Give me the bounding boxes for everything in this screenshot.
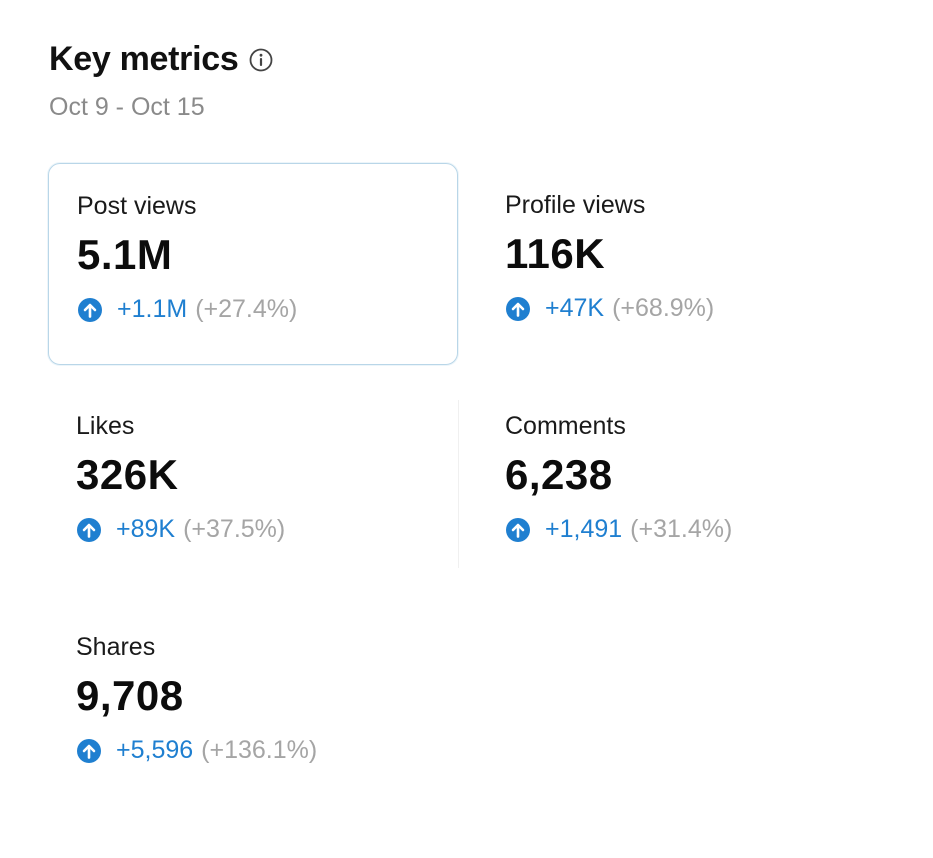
metric-card-comments[interactable]: Comments 6,238 +1,491 (+31.4%) (477, 384, 887, 586)
metric-delta: +47K (+68.9%) (505, 294, 887, 323)
metric-label: Likes (76, 412, 135, 440)
arrow-up-circle-icon (76, 738, 102, 764)
metric-delta-absolute: +47K (545, 294, 605, 322)
arrow-up-circle-icon (505, 296, 531, 322)
metric-card-profile-views[interactable]: Profile views 116K +47K (+68.9%) (477, 163, 887, 365)
metric-delta: +1.1M (+27.4%) (77, 295, 457, 324)
metric-delta-absolute: +5,596 (116, 736, 194, 764)
metric-label: Comments (505, 412, 626, 440)
metric-card-likes[interactable]: Likes 326K +89K (+37.5%) (48, 384, 458, 586)
metric-card-shares[interactable]: Shares 9,708 +5,596 (+136.1%) (48, 605, 458, 807)
title-row: Key metrics (49, 40, 274, 79)
metric-delta-percent: (+31.4%) (630, 515, 733, 543)
metric-delta: +1,491 (+31.4%) (505, 515, 887, 544)
metric-value: 9,708 (76, 672, 184, 719)
metric-delta-percent: (+136.1%) (201, 736, 318, 764)
metric-delta-absolute: +89K (116, 515, 176, 543)
metric-delta-absolute: +1.1M (117, 295, 188, 323)
key-metrics-header: Key metrics Oct 9 - Oct 15 (49, 40, 274, 122)
metric-value: 6,238 (505, 451, 613, 498)
metric-value: 116K (505, 230, 606, 277)
arrow-up-circle-icon (76, 517, 102, 543)
metric-card-post-views[interactable]: Post views 5.1M +1.1M (+27.4%) (48, 163, 458, 365)
metric-label: Profile views (505, 191, 646, 219)
date-range: Oct 9 - Oct 15 (49, 93, 205, 121)
metric-delta: +89K (+37.5%) (76, 515, 458, 544)
metric-label: Post views (77, 192, 197, 220)
metric-delta-percent: (+37.5%) (183, 515, 286, 543)
page-title: Key metrics (49, 40, 239, 78)
metric-value: 326K (76, 451, 179, 498)
arrow-up-circle-icon (77, 297, 103, 323)
metric-delta-percent: (+68.9%) (612, 294, 715, 322)
column-divider (458, 400, 459, 568)
metric-label: Shares (76, 633, 156, 661)
metric-delta-absolute: +1,491 (545, 515, 623, 543)
metric-delta-percent: (+27.4%) (195, 295, 298, 323)
metric-value: 5.1M (77, 231, 173, 278)
metric-delta: +5,596 (+136.1%) (76, 736, 458, 765)
arrow-up-circle-icon (505, 517, 531, 543)
info-icon[interactable] (248, 47, 274, 73)
